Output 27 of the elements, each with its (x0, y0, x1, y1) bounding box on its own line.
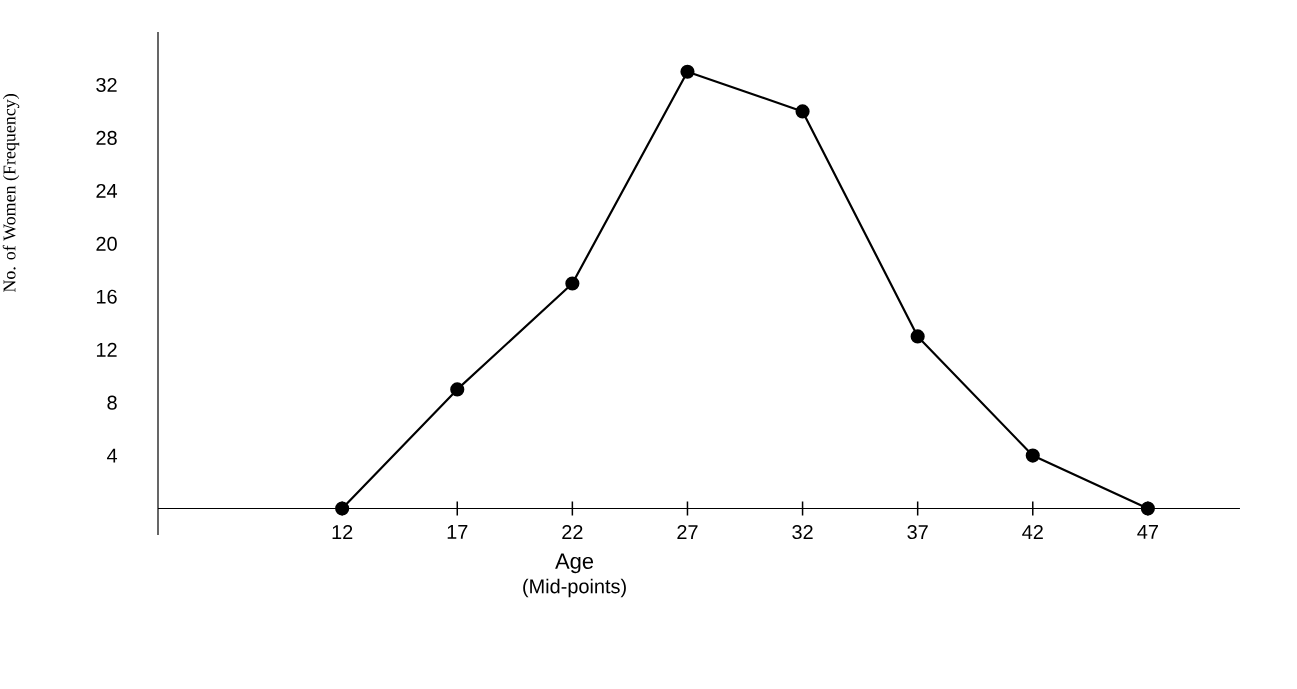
y-tick-label: 12 (96, 342, 117, 357)
x-tick-label: 17 (447, 525, 468, 539)
x-tick-label: 27 (677, 525, 698, 539)
x-axis-title: Age (555, 553, 594, 574)
point (565, 276, 580, 291)
y-axis-title: No. of Women (Frequency) (2, 94, 20, 293)
x-tick-label: 32 (792, 525, 813, 540)
x-tick-label: 47 (1137, 525, 1158, 539)
x-tick-label: 37 (907, 525, 928, 540)
text: (Mid-points) (523, 578, 626, 598)
y-tick-label: 8 (107, 395, 117, 410)
x-tick-label: 22 (562, 525, 583, 539)
point (680, 64, 695, 79)
point (450, 382, 465, 397)
point (335, 501, 350, 516)
y-tick-label: 16 (96, 289, 117, 304)
point (1025, 448, 1040, 463)
y-tick-label: 4 (106, 448, 118, 463)
x-tick-label: 42 (1022, 525, 1043, 539)
point (1140, 501, 1155, 516)
x-tick-label: 12 (332, 525, 353, 539)
y-tick-label: 32 (96, 77, 117, 92)
point (795, 104, 810, 119)
y-tick-label: 28 (96, 130, 117, 145)
y-tick-label: 24 (96, 183, 118, 198)
point (910, 329, 925, 344)
y-tick-label: 20 (96, 236, 117, 251)
